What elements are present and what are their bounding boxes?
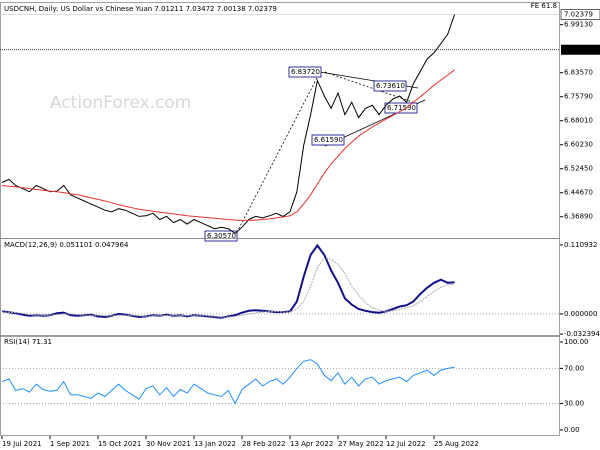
x-tick-label: 25 Aug 2022 xyxy=(434,440,479,448)
annotation-box xyxy=(288,66,322,78)
x-tick-label: 30 Nov 2021 xyxy=(146,440,191,448)
last-price-box xyxy=(560,9,600,20)
panel-frame xyxy=(0,238,560,337)
series-line xyxy=(1,69,455,221)
panel-title: MACD(12,26,9) 0.051101 0.047964 xyxy=(4,241,129,249)
x-tick-label: 1 Sep 2021 xyxy=(50,440,90,448)
y-tick-label: 0.000000 xyxy=(564,310,597,318)
annotation: 6.83720 xyxy=(291,68,320,76)
annotation: 6.71590 xyxy=(387,104,416,112)
x-tick-label: 13 Jan 2022 xyxy=(194,440,236,448)
panel-frame xyxy=(0,335,560,436)
y-tick-label: 6.36890 xyxy=(564,213,593,221)
x-tick-label: 15 Oct 2021 xyxy=(98,440,141,448)
x-tick-label: 12 Jul 2022 xyxy=(386,440,426,448)
triangle-drawing xyxy=(234,71,426,237)
panel-title: RSI(14) 71.31 xyxy=(4,338,52,346)
x-tick-label: 28 Feb 2022 xyxy=(242,440,286,448)
y-tick-label: 70.00 xyxy=(564,364,584,372)
x-tick-label: 19 Jul 2021 xyxy=(2,440,42,448)
last-price-label: 7.02379 xyxy=(564,11,593,19)
annotation: 6.61590 xyxy=(314,136,343,144)
y-tick-label: 0.00 xyxy=(564,426,580,434)
panel-frame xyxy=(0,2,560,239)
series-line xyxy=(2,257,455,318)
watermark: ActionForex.com xyxy=(50,93,191,113)
y-tick-label: 6.44670 xyxy=(564,189,593,197)
annotation-box xyxy=(373,80,407,92)
y-tick-label: 6.75790 xyxy=(564,93,593,101)
annotation: 6.73610 xyxy=(376,82,405,90)
y-tick-label: 6.52450 xyxy=(564,165,593,173)
fe-label: FE 61.8 xyxy=(531,2,557,10)
y-tick-label: 6.60230 xyxy=(564,141,593,149)
annotation-box xyxy=(384,102,418,114)
panel-title: USDCNH, Daily: US Dollar vs Chinese Yuan… xyxy=(4,5,277,13)
x-tick-label: 13 Apr 2022 xyxy=(290,440,333,448)
y-tick-label: 6.83570 xyxy=(564,69,593,77)
series-line xyxy=(1,359,455,405)
y-tick-label: 6.99130 xyxy=(564,21,593,29)
x-tick-label: 27 May 2022 xyxy=(338,440,384,448)
y-tick-label: -0.032394 xyxy=(564,330,600,338)
series-line xyxy=(1,14,456,235)
y-tick-label: 30.00 xyxy=(564,400,584,408)
series-line xyxy=(1,243,455,319)
y-tick-label: 6.68010 xyxy=(564,117,593,125)
annotation-box xyxy=(204,230,238,242)
y-tick-label: 100.00 xyxy=(564,338,589,346)
price-line-box xyxy=(561,44,600,55)
annotation-box xyxy=(311,134,345,146)
annotation: 6.30570 xyxy=(207,232,236,240)
price-line-label: 6.91000 xyxy=(564,46,593,54)
y-tick-label: 0.110932 xyxy=(564,241,597,249)
